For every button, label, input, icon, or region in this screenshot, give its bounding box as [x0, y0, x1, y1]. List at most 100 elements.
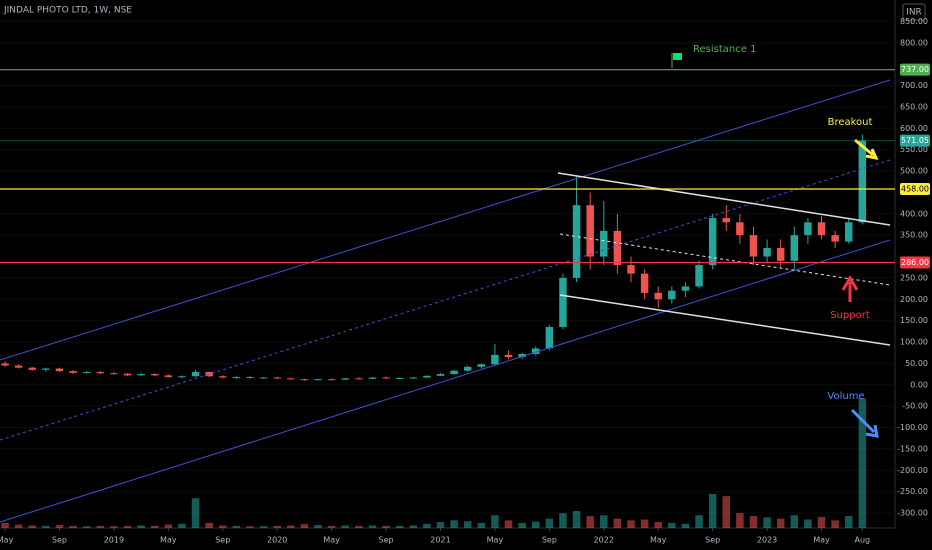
x-tick-label: Sep	[215, 536, 230, 545]
candle-body	[463, 366, 472, 371]
x-tick-label: May	[160, 536, 177, 545]
x-tick-label: Sep	[705, 536, 720, 545]
candle-body	[532, 348, 540, 354]
y-tick-label: 400.00	[900, 209, 928, 218]
candle-body	[164, 375, 173, 378]
candle-body	[763, 247, 771, 257]
candle-body	[477, 364, 486, 367]
candle-body	[736, 222, 744, 236]
volume-bar	[844, 516, 853, 528]
volume-bar	[355, 525, 363, 528]
y-tick-label: 0.00	[910, 380, 928, 389]
y-tick-label: -50.00	[902, 402, 928, 411]
volume-bar	[532, 521, 540, 528]
volume-bar	[368, 525, 377, 528]
candle-body	[341, 378, 349, 380]
level-tag	[900, 63, 930, 76]
down-channel-mid	[559, 233, 891, 286]
candle-body	[219, 376, 227, 378]
y-tick-label: 700.00	[900, 81, 928, 90]
candle-body	[613, 230, 622, 266]
channel-upper	[0, 79, 891, 361]
volume-bar	[790, 515, 799, 528]
candle-body	[450, 370, 458, 375]
y-tick-label: 200.00	[900, 295, 928, 304]
candle-body	[42, 368, 50, 370]
volume-bar	[518, 522, 526, 528]
volume-bar	[450, 520, 458, 528]
candle-body	[817, 222, 826, 236]
currency-label[interactable]: INR	[906, 8, 922, 18]
candle-body	[178, 376, 186, 378]
candle-body	[858, 140, 867, 223]
x-tick-label: May	[323, 536, 340, 545]
x-tick-label: Sep	[542, 536, 557, 545]
x-tick-label: 2022	[594, 536, 614, 545]
volume-bar	[545, 518, 554, 528]
candle-body	[708, 218, 717, 266]
candle-body	[722, 218, 731, 223]
candle-body	[300, 379, 309, 381]
candle-body	[110, 373, 118, 375]
trend-lines	[0, 79, 891, 523]
volume-bar	[722, 496, 731, 528]
candle-body	[1, 363, 9, 366]
candle-body	[259, 377, 268, 379]
volume-bar	[586, 516, 594, 528]
y-tick-label: 800.00	[900, 38, 928, 47]
support-arrow	[841, 275, 859, 302]
level-label: 286.00	[901, 258, 929, 267]
volume-bar	[314, 525, 322, 528]
x-tick-label: May	[813, 536, 830, 545]
volume-bar	[219, 525, 227, 528]
volume-bar	[205, 522, 213, 528]
candle-body	[232, 377, 241, 379]
y-tick-label: -150.00	[897, 444, 928, 453]
level-label: 737.00	[901, 65, 929, 74]
candle-body	[287, 378, 295, 380]
candle-body	[382, 377, 390, 379]
candle-body	[205, 371, 213, 377]
candle-body	[681, 286, 690, 291]
volume-bar	[273, 525, 281, 528]
candle-body	[627, 265, 635, 274]
volume-bar	[110, 526, 118, 528]
volume-bar	[572, 511, 581, 528]
candle-body	[436, 374, 445, 376]
volume-bar	[491, 515, 499, 528]
candle-body	[273, 377, 281, 379]
candle-body	[804, 222, 812, 236]
candle-body	[423, 375, 431, 378]
y-tick-label: 550.00	[900, 145, 928, 154]
volume-bar	[82, 526, 91, 528]
y-tick-label: 600.00	[900, 124, 928, 133]
candle-body	[69, 371, 77, 373]
support-label: Support	[830, 310, 870, 321]
candle-body	[518, 353, 526, 357]
y-tick-label: 850.00	[900, 17, 928, 26]
volume-bar	[123, 525, 132, 528]
candle-body	[654, 292, 662, 300]
volume-bar	[695, 515, 703, 528]
volume-bar	[640, 519, 649, 528]
candle-body	[96, 371, 105, 374]
x-tick-label: May	[650, 536, 667, 545]
y-tick-label: -200.00	[897, 466, 928, 475]
volume-bar	[28, 525, 36, 528]
candle-body	[246, 377, 254, 379]
candle-body	[191, 371, 200, 377]
y-tick-label: -250.00	[897, 487, 928, 496]
currency-button[interactable]	[902, 3, 926, 21]
candle-body	[491, 354, 499, 365]
volume-bar	[191, 498, 200, 528]
volume-bar	[246, 526, 254, 528]
volume-bar	[804, 519, 812, 528]
candle-body	[504, 354, 513, 357]
level-tag	[900, 182, 930, 195]
resistance-label: Resistance 1	[693, 44, 756, 55]
volume-bar	[1, 522, 9, 528]
x-tick-label: Aug	[855, 536, 871, 545]
candle-body	[55, 368, 64, 372]
candle-body	[368, 377, 377, 379]
